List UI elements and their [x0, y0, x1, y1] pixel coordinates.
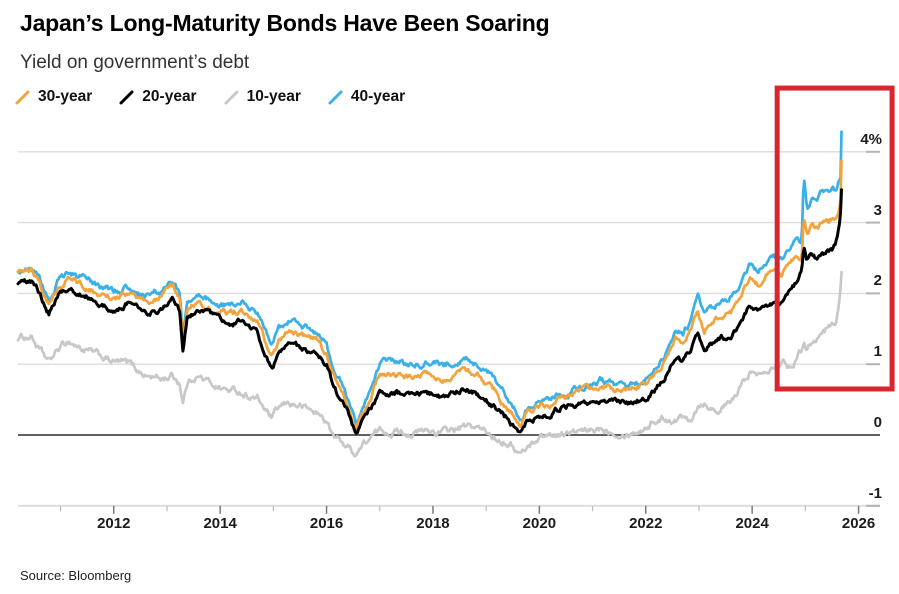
- slash-line-marker-icon: [328, 90, 343, 104]
- y-axis-label-3: 3: [873, 201, 882, 219]
- source-credit: Source: Bloomberg: [20, 568, 132, 583]
- x-axis-label-2018: 2018: [416, 515, 450, 532]
- legend-item-20-year: 20-year: [118, 88, 197, 106]
- series-line-10-year: [16, 270, 843, 458]
- y-axis-label-2: 2: [873, 272, 882, 290]
- slash-line-marker-icon: [15, 90, 30, 104]
- series-line-30-year: [16, 159, 843, 431]
- y-axis-label--1: -1: [868, 484, 882, 502]
- slash-line-marker-icon: [224, 90, 239, 104]
- x-axis-label-2016: 2016: [309, 515, 344, 532]
- x-axis-label-2012: 2012: [97, 515, 131, 532]
- legend-item-30-year: 30-year: [14, 88, 92, 106]
- highlight-box-annotation: [774, 85, 895, 392]
- y-axis-label-1: 1: [873, 343, 882, 361]
- slash-line-marker-icon: [119, 90, 134, 104]
- x-axis-label-2014: 2014: [203, 515, 237, 532]
- legend-item-40-year: 40-year: [327, 88, 405, 106]
- chart-subtitle: Yield on government’s debt: [20, 52, 250, 73]
- page-title: Japan’s Long-Maturity Bonds Have Been So…: [20, 10, 550, 36]
- chart-legend: 30-year 20-year 10-year 40-year: [14, 88, 405, 106]
- legend-label-20-year: 20-year: [142, 88, 197, 105]
- series-line-20-year: [16, 188, 843, 435]
- legend-label-40-year: 40-year: [350, 88, 406, 105]
- y-axis-label-0: 0: [873, 414, 882, 431]
- legend-item-10-year: 10-year: [223, 88, 301, 106]
- x-axis-label-2022: 2022: [629, 515, 663, 532]
- x-axis-label-2026: 2026: [841, 515, 876, 532]
- y-axis-label-4: 4%: [860, 130, 882, 148]
- series-line-40-year: [16, 130, 843, 426]
- x-axis-label-2024: 2024: [735, 515, 769, 532]
- legend-label-30-year: 30-year: [38, 88, 93, 105]
- legend-label-10-year: 10-year: [246, 88, 301, 105]
- x-axis-label-2020: 2020: [522, 515, 557, 532]
